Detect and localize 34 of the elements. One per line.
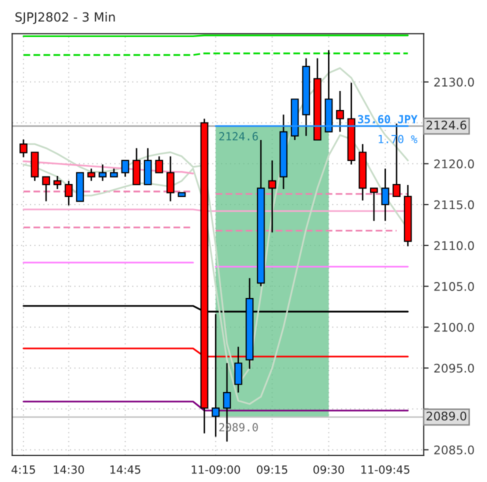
ref-line-label: 2089.0 (426, 412, 466, 420)
x-tick-label: 14:30 (54, 465, 84, 474)
x-tick-label: 11-09:45 (361, 465, 410, 474)
candlestick (166, 156, 174, 202)
x-tick-label: 4:15 (12, 466, 35, 474)
candlestick (20, 138, 28, 158)
chart-title: SJPJ2802 - 3 Min (15, 12, 115, 24)
x-tick-label: 11-09:00 (192, 465, 240, 474)
annotation: 35.60 JPY (358, 115, 418, 124)
candlestick (381, 168, 390, 222)
candlestick (370, 188, 378, 222)
candlestick (121, 160, 130, 178)
y-tick-label: 2120.0 (434, 159, 474, 168)
candlestick (155, 156, 164, 174)
x-tick-label: 09:15 (256, 465, 288, 474)
candlestick (87, 168, 96, 182)
candlestick (336, 90, 344, 133)
y-tick-label: 2105.0 (434, 282, 474, 291)
candlestick (234, 346, 242, 394)
candlestick (98, 164, 107, 182)
y-tick-label: 2095.0 (434, 364, 474, 373)
candlestick (42, 176, 50, 202)
y-tick-label: 2115.0 (434, 200, 474, 210)
x-tick-label: 09:30 (313, 465, 344, 474)
annotation: 2124.6 (219, 132, 258, 140)
y-tick-label: 2130.0 (434, 78, 474, 87)
candlestick (64, 180, 73, 206)
y-tick-label: 2110.0 (434, 241, 474, 250)
y-tick-label: 2085.0 (434, 445, 474, 454)
x-tick-label: 14:45 (110, 466, 140, 474)
ref-line-label: 2124.6 (426, 120, 466, 130)
candlestick (53, 175, 62, 190)
candlestick (268, 160, 276, 234)
y-tick-label: 2100.0 (434, 322, 474, 332)
